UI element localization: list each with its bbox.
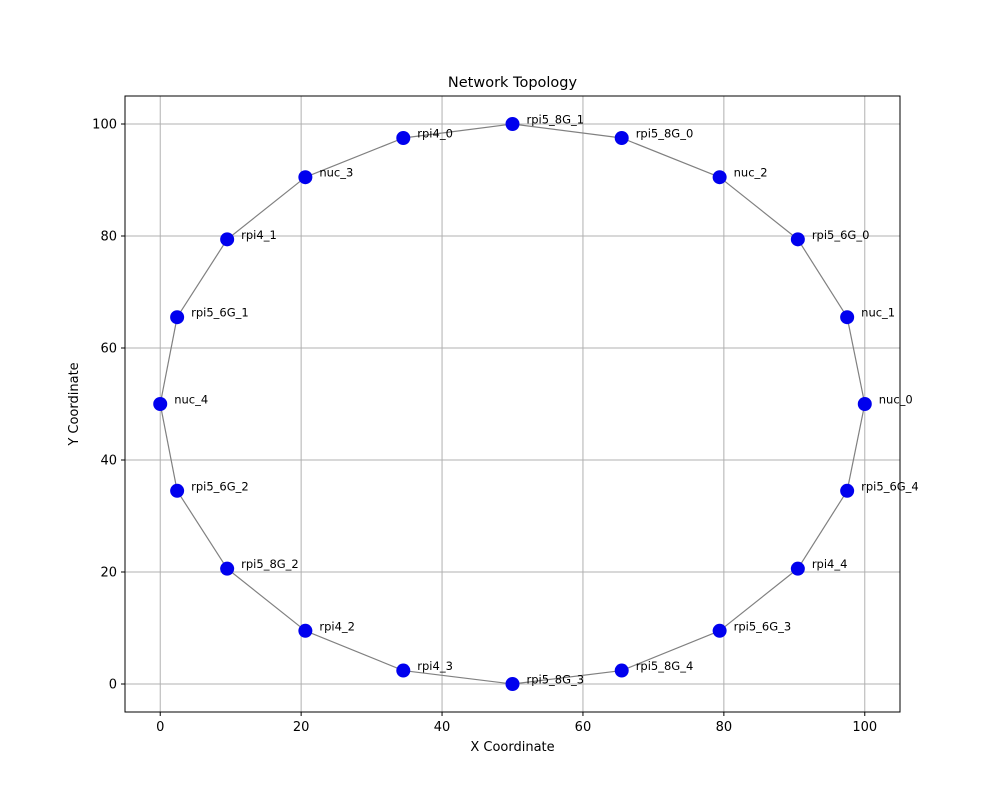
node-label: nuc_2 <box>734 166 768 180</box>
node-marker <box>396 663 411 678</box>
plot-frame <box>124 95 901 713</box>
topology-edge <box>846 403 866 491</box>
topology-edge <box>797 490 848 569</box>
node-label: rpi5_8G_0 <box>636 127 694 141</box>
node-marker <box>396 131 411 145</box>
node-label: nuc_3 <box>319 166 353 180</box>
node-labels: nuc_0 nuc_1 rpi5_6G_0 nuc_2 rpi5_8G_0 rpi5_8G… <box>174 113 919 687</box>
topology-nodes <box>153 117 872 691</box>
axis-ticks: 0 20 40 60 80 100 0 20 40 60 80 100 <box>92 118 877 736</box>
topology-edge <box>621 137 720 178</box>
node-label: rpi4_2 <box>319 619 355 633</box>
topology-edge <box>305 137 404 178</box>
x-tick-label: 0 <box>156 720 164 735</box>
node-marker <box>857 397 872 411</box>
node-marker <box>614 131 629 145</box>
node-marker <box>170 310 185 325</box>
y-tick-label: 80 <box>100 230 117 245</box>
topology-edge <box>512 669 622 685</box>
node-marker <box>505 117 520 131</box>
node-label: rpi5_8G_2 <box>241 557 299 571</box>
node-marker <box>712 170 727 185</box>
node-label: rpi4_3 <box>417 659 453 673</box>
node-label: rpi4_4 <box>812 557 848 571</box>
x-tick-label: 40 <box>434 720 451 735</box>
topology-edge <box>159 317 178 405</box>
node-marker <box>614 663 629 678</box>
node-label: nuc_4 <box>174 393 208 407</box>
topology-edge <box>403 669 513 685</box>
x-axis-label: X Coordinate <box>470 740 554 755</box>
chart-title: Network Topology <box>448 75 578 91</box>
node-label: rpi5_8G_1 <box>527 113 585 127</box>
node-label: rpi5_6G_1 <box>191 306 249 320</box>
node-marker <box>153 397 168 411</box>
y-tick-label: 40 <box>100 454 117 469</box>
node-label: rpi5_8G_3 <box>527 673 585 687</box>
topology-edge <box>176 239 228 318</box>
y-axis-label: Y Coordinate <box>67 362 82 446</box>
y-tick-label: 60 <box>100 342 117 357</box>
node-label: rpi5_6G_3 <box>734 619 792 633</box>
topology-edge <box>621 630 720 672</box>
node-label: nuc_1 <box>861 306 895 320</box>
node-label: rpi4_1 <box>241 228 277 242</box>
y-tick-label: 0 <box>109 678 117 693</box>
node-marker <box>298 170 313 185</box>
topology-edge <box>176 490 228 569</box>
node-marker <box>790 232 805 247</box>
node-label: rpi4_0 <box>417 127 453 141</box>
node-label: nuc_0 <box>879 393 913 407</box>
topology-edge <box>305 630 404 672</box>
topology-edge <box>226 176 306 240</box>
node-label: rpi5_6G_0 <box>812 228 870 242</box>
node-marker <box>712 623 727 638</box>
node-marker <box>840 310 855 325</box>
topology-edge <box>226 568 306 632</box>
node-marker <box>220 561 235 576</box>
node-marker <box>220 232 235 247</box>
topology-edge <box>512 123 622 139</box>
node-marker <box>505 677 520 691</box>
y-tick-label: 20 <box>100 566 117 581</box>
node-label: rpi5_8G_4 <box>636 659 694 673</box>
x-tick-label: 80 <box>716 720 733 735</box>
y-tick-label: 100 <box>92 118 117 133</box>
topology-edge <box>719 176 799 240</box>
node-label: rpi5_6G_4 <box>861 479 919 493</box>
topology-edge <box>403 123 513 139</box>
node-marker <box>170 483 185 498</box>
x-tick-label: 60 <box>575 720 592 735</box>
x-tick-label: 20 <box>293 720 310 735</box>
topology-edge <box>797 239 848 318</box>
node-label: rpi5_6G_2 <box>191 479 249 493</box>
topology-edge <box>159 403 178 491</box>
x-tick-label: 100 <box>852 720 877 735</box>
topology-edge <box>719 568 799 632</box>
topology-edge <box>846 317 866 405</box>
topology-edges <box>159 123 866 685</box>
node-marker <box>298 623 313 638</box>
node-marker <box>790 561 805 576</box>
node-marker <box>840 483 855 498</box>
